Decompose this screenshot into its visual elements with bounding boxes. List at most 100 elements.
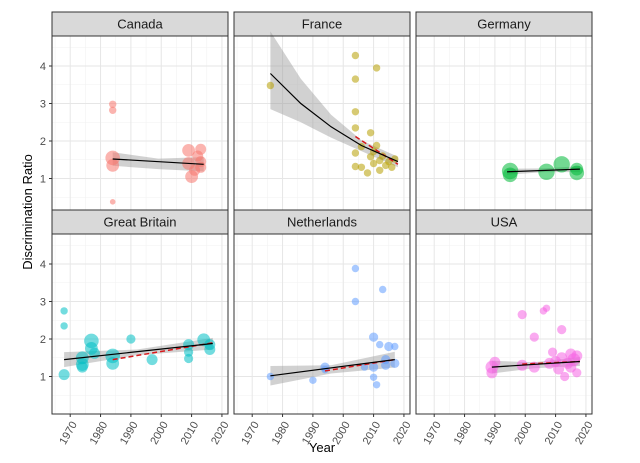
x-tick-label: 1970 bbox=[421, 420, 444, 447]
fit-line bbox=[506, 168, 580, 173]
data-point bbox=[548, 347, 558, 357]
x-tick-label: 1970 bbox=[57, 420, 80, 447]
facet-strip bbox=[233, 209, 411, 235]
data-point bbox=[360, 363, 369, 371]
data-point bbox=[184, 347, 194, 357]
data-point bbox=[571, 350, 583, 362]
x-tick-label: 1980 bbox=[452, 420, 475, 447]
data-point bbox=[486, 367, 498, 379]
data-point bbox=[266, 372, 275, 381]
x-tick-label: 2020 bbox=[391, 420, 414, 447]
fit-line bbox=[269, 73, 399, 163]
fit-line bbox=[270, 359, 395, 377]
facets-layer: Canada 1 2 3 4 France Germany Great Britain 1 2 3 4… bbox=[40, 11, 596, 447]
data-point bbox=[390, 358, 400, 368]
facet-strip bbox=[51, 209, 229, 235]
panel-background bbox=[416, 234, 592, 414]
data-point bbox=[560, 371, 570, 382]
facet-germany: Germany bbox=[415, 11, 593, 217]
data-point bbox=[60, 307, 68, 315]
data-point bbox=[126, 334, 136, 344]
x-tick-label: 2000 bbox=[512, 420, 535, 447]
data-point bbox=[369, 373, 378, 381]
facet-title: Netherlands bbox=[287, 215, 358, 230]
fit-line bbox=[491, 360, 580, 368]
x-tick-label: 1990 bbox=[118, 420, 141, 447]
x-tick-label: 1980 bbox=[88, 420, 111, 447]
y-tick-label: 3 bbox=[40, 297, 46, 309]
facet-strip bbox=[415, 209, 593, 235]
data-point bbox=[369, 362, 379, 372]
y-tick-label: 1 bbox=[40, 372, 46, 384]
facet-france: France bbox=[233, 11, 411, 217]
data-point bbox=[376, 166, 384, 174]
data-point bbox=[529, 332, 539, 342]
data-point bbox=[553, 363, 565, 375]
data-point bbox=[557, 325, 567, 335]
y-tick-label: 3 bbox=[40, 99, 46, 111]
panel-border bbox=[233, 233, 411, 415]
data-point bbox=[184, 353, 194, 364]
data-point bbox=[195, 156, 207, 168]
data-point bbox=[372, 64, 381, 72]
data-point bbox=[106, 159, 120, 172]
x-axis-label: Year bbox=[309, 440, 336, 455]
panel-background bbox=[234, 234, 410, 414]
data-point bbox=[204, 344, 216, 355]
data-point bbox=[351, 264, 360, 273]
x-tick-label: 1980 bbox=[270, 420, 293, 447]
y-tick-label: 2 bbox=[40, 136, 46, 148]
facet-canada: Canada 1 2 3 4 bbox=[40, 11, 229, 217]
x-tick-label: 2000 bbox=[148, 420, 171, 447]
data-point bbox=[60, 322, 68, 330]
y-tick-label: 1 bbox=[40, 174, 46, 186]
y-axis-label: Discrimination Ratio bbox=[20, 154, 35, 270]
data-point bbox=[372, 381, 381, 389]
fit-line bbox=[64, 342, 213, 361]
fit-line bbox=[112, 158, 204, 165]
facet-usa: USA 1970 1980 1990 2000 2010 2020 bbox=[415, 209, 596, 447]
data-point bbox=[366, 129, 375, 137]
data-point bbox=[542, 304, 551, 312]
facet-title: USA bbox=[491, 215, 518, 230]
x-tick-label: 2010 bbox=[543, 420, 566, 447]
panel-border bbox=[51, 233, 229, 415]
x-tick-label: 2010 bbox=[361, 420, 384, 447]
data-point bbox=[572, 368, 582, 378]
y-tick-label: 4 bbox=[40, 61, 46, 73]
data-point bbox=[106, 357, 120, 370]
facet-strip bbox=[51, 11, 229, 37]
data-point bbox=[351, 149, 360, 157]
data-point bbox=[182, 144, 196, 157]
data-point bbox=[109, 106, 117, 115]
x-tick-label: 1990 bbox=[482, 420, 505, 447]
y-tick-label: 4 bbox=[40, 259, 46, 271]
data-point bbox=[517, 310, 527, 320]
data-point bbox=[351, 51, 360, 60]
data-point bbox=[369, 159, 378, 168]
data-point bbox=[381, 360, 391, 370]
x-tick-label: 2010 bbox=[179, 420, 202, 447]
data-point bbox=[538, 163, 555, 180]
data-point bbox=[351, 297, 360, 306]
data-point bbox=[109, 100, 117, 109]
panel-border bbox=[415, 233, 593, 415]
data-point bbox=[369, 332, 379, 342]
x-tick-label: 2020 bbox=[209, 420, 232, 447]
facet-great-britain: Great Britain 1 2 3 4 1970 1980 1990 2000 2010 202… bbox=[40, 209, 232, 447]
facet-title: Canada bbox=[117, 17, 163, 32]
data-point bbox=[363, 169, 372, 177]
data-point bbox=[351, 162, 360, 171]
data-point bbox=[391, 342, 399, 351]
facet-title: Germany bbox=[477, 17, 531, 32]
panel-background bbox=[416, 36, 592, 216]
data-point bbox=[351, 108, 360, 116]
confidence-band bbox=[270, 351, 395, 386]
data-point bbox=[266, 81, 275, 90]
data-point bbox=[109, 199, 116, 205]
data-point bbox=[379, 285, 387, 294]
data-point bbox=[76, 361, 88, 373]
